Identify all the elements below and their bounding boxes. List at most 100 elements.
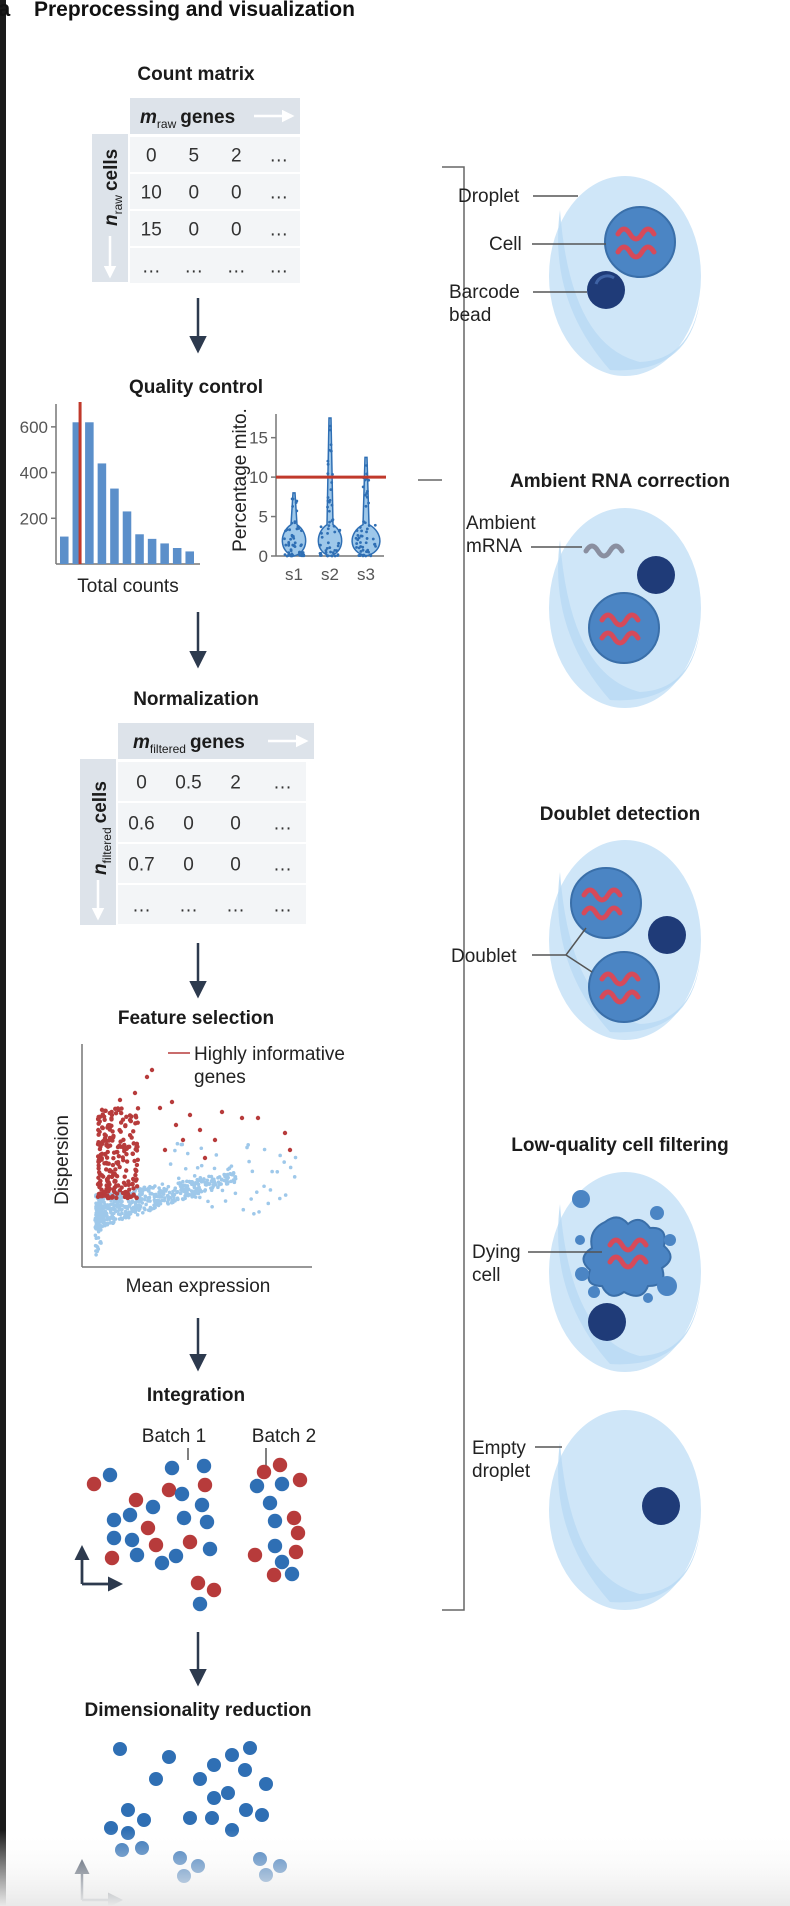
fs-point-gene: [225, 1181, 230, 1186]
fs-point-hvg: [96, 1175, 101, 1180]
violin-point: [293, 541, 297, 545]
violin-point: [330, 554, 334, 558]
violin-point: [328, 520, 331, 524]
batch1-cell: [196, 1458, 212, 1474]
droplet-2-shade: [558, 540, 700, 701]
violin-point: [361, 545, 365, 549]
violin-point: [326, 499, 330, 503]
violin-point: [296, 525, 300, 528]
fs-point-hvg: [111, 1150, 117, 1155]
barcode-label-line1: Barcode: [449, 282, 520, 303]
fs-point-gene: [212, 1166, 217, 1171]
fs-point-hvg: [127, 1144, 132, 1150]
fs-point-gene: [95, 1226, 99, 1231]
fs-point-gene: [197, 1185, 201, 1190]
fs-point-gene: [173, 1148, 177, 1153]
fs-point-hvg: [187, 1112, 193, 1118]
norm-matrix-cell: …: [273, 773, 292, 794]
batch2-cell: [182, 1534, 198, 1550]
fs-point-hvg: [130, 1151, 135, 1156]
fs-point-gene: [216, 1185, 220, 1190]
fs-point-gene: [210, 1204, 214, 1209]
batch2-cell: [148, 1537, 164, 1553]
fs-annotation-line1: Highly informative: [194, 1044, 345, 1065]
integration-title: Integration: [147, 1385, 245, 1406]
dying-label-line2: cell: [472, 1265, 501, 1286]
batch1-cell: [194, 1497, 210, 1513]
count-matrix-cell: 2: [231, 146, 242, 167]
count-matrix-cell: …: [184, 257, 203, 278]
fs-point-hvg: [102, 1161, 107, 1166]
count-matrix-cell: 10: [141, 183, 162, 204]
fs-point-gene: [98, 1207, 102, 1212]
violin-point: [287, 551, 291, 555]
batch2-cell: [272, 1457, 288, 1473]
doublet-detection: Doublet detection Doublet: [451, 804, 701, 1040]
fs-point-gene: [168, 1195, 173, 1200]
fs-point-gene: [155, 1194, 159, 1199]
count-matrix-cell: 5: [188, 146, 199, 167]
count-matrix-cell: …: [269, 220, 288, 241]
norm-matrix-cell: 0: [230, 855, 241, 876]
fs-point-hvg: [127, 1133, 133, 1138]
fs-point-hvg: [169, 1099, 175, 1105]
fs-point-gene: [241, 1207, 246, 1212]
violin-point: [361, 548, 365, 552]
fs-point-hvg: [162, 1147, 168, 1153]
fs-point-gene: [113, 1203, 117, 1208]
fs-point-hvg: [116, 1153, 122, 1159]
dr-cell: [162, 1750, 176, 1764]
dr-cell: [239, 1803, 253, 1817]
histogram-bar: [60, 536, 69, 564]
fs-point-hvg: [239, 1115, 245, 1121]
fs-xlabel: Mean expression: [126, 1276, 271, 1297]
fs-point-hvg: [98, 1152, 103, 1157]
fs-point-gene: [199, 1179, 204, 1183]
ambient-label-line2: mRNA: [466, 536, 522, 557]
fs-point-gene: [270, 1169, 274, 1174]
barcode-bead-3: [648, 916, 686, 954]
fs-point-gene: [193, 1195, 198, 1199]
violin-point: [324, 551, 328, 554]
fs-point-gene: [262, 1147, 267, 1152]
cell-1-mrna-a: [615, 226, 657, 242]
norm-matrix-cell: 0: [183, 814, 194, 835]
fs-point-hvg: [100, 1174, 106, 1179]
fs-point-gene: [100, 1199, 105, 1203]
fs-point-hvg: [134, 1141, 140, 1147]
histogram-ytick-label: 200: [20, 509, 48, 528]
fs-point-gene: [94, 1252, 98, 1257]
norm-matrix-cell: …: [273, 896, 292, 917]
fs-point-gene: [266, 1201, 271, 1206]
page-edge: [0, 0, 6, 1906]
fs-point-hvg: [135, 1157, 141, 1162]
violin-point: [302, 554, 306, 558]
fs-point-gene: [109, 1206, 113, 1211]
histogram-ytick-label: 400: [20, 464, 48, 483]
count-matrix-row-bg: [130, 137, 300, 172]
fs-point-gene: [252, 1211, 256, 1216]
batch1-label: Batch 1: [142, 1426, 206, 1447]
violin-point: [291, 497, 295, 501]
violin-point: [295, 509, 299, 513]
dr-cell: [243, 1741, 257, 1755]
batch2-cell: [86, 1476, 102, 1492]
barcode-bead-4: [588, 1303, 626, 1341]
fs-point-hvg: [131, 1177, 136, 1182]
histogram-ytick-label: 600: [20, 418, 48, 437]
fs-point-hvg: [133, 1115, 139, 1120]
fs-point-hvg: [131, 1129, 136, 1134]
dr-cell: [113, 1742, 127, 1756]
histogram-bar: [147, 538, 157, 564]
fs-point-hvg: [112, 1178, 117, 1184]
histogram-bar: [85, 422, 94, 564]
fs-point-hvg: [97, 1146, 103, 1152]
fs-point-hvg: [134, 1195, 139, 1201]
fs-point-hvg: [125, 1191, 131, 1196]
violin-point: [360, 534, 364, 538]
fs-point-gene: [185, 1179, 189, 1184]
violin-point: [359, 541, 362, 544]
fs-point-gene: [165, 1200, 170, 1204]
norm-matrix-cell: 0.6: [128, 814, 154, 835]
fs-point-gene: [170, 1192, 175, 1197]
